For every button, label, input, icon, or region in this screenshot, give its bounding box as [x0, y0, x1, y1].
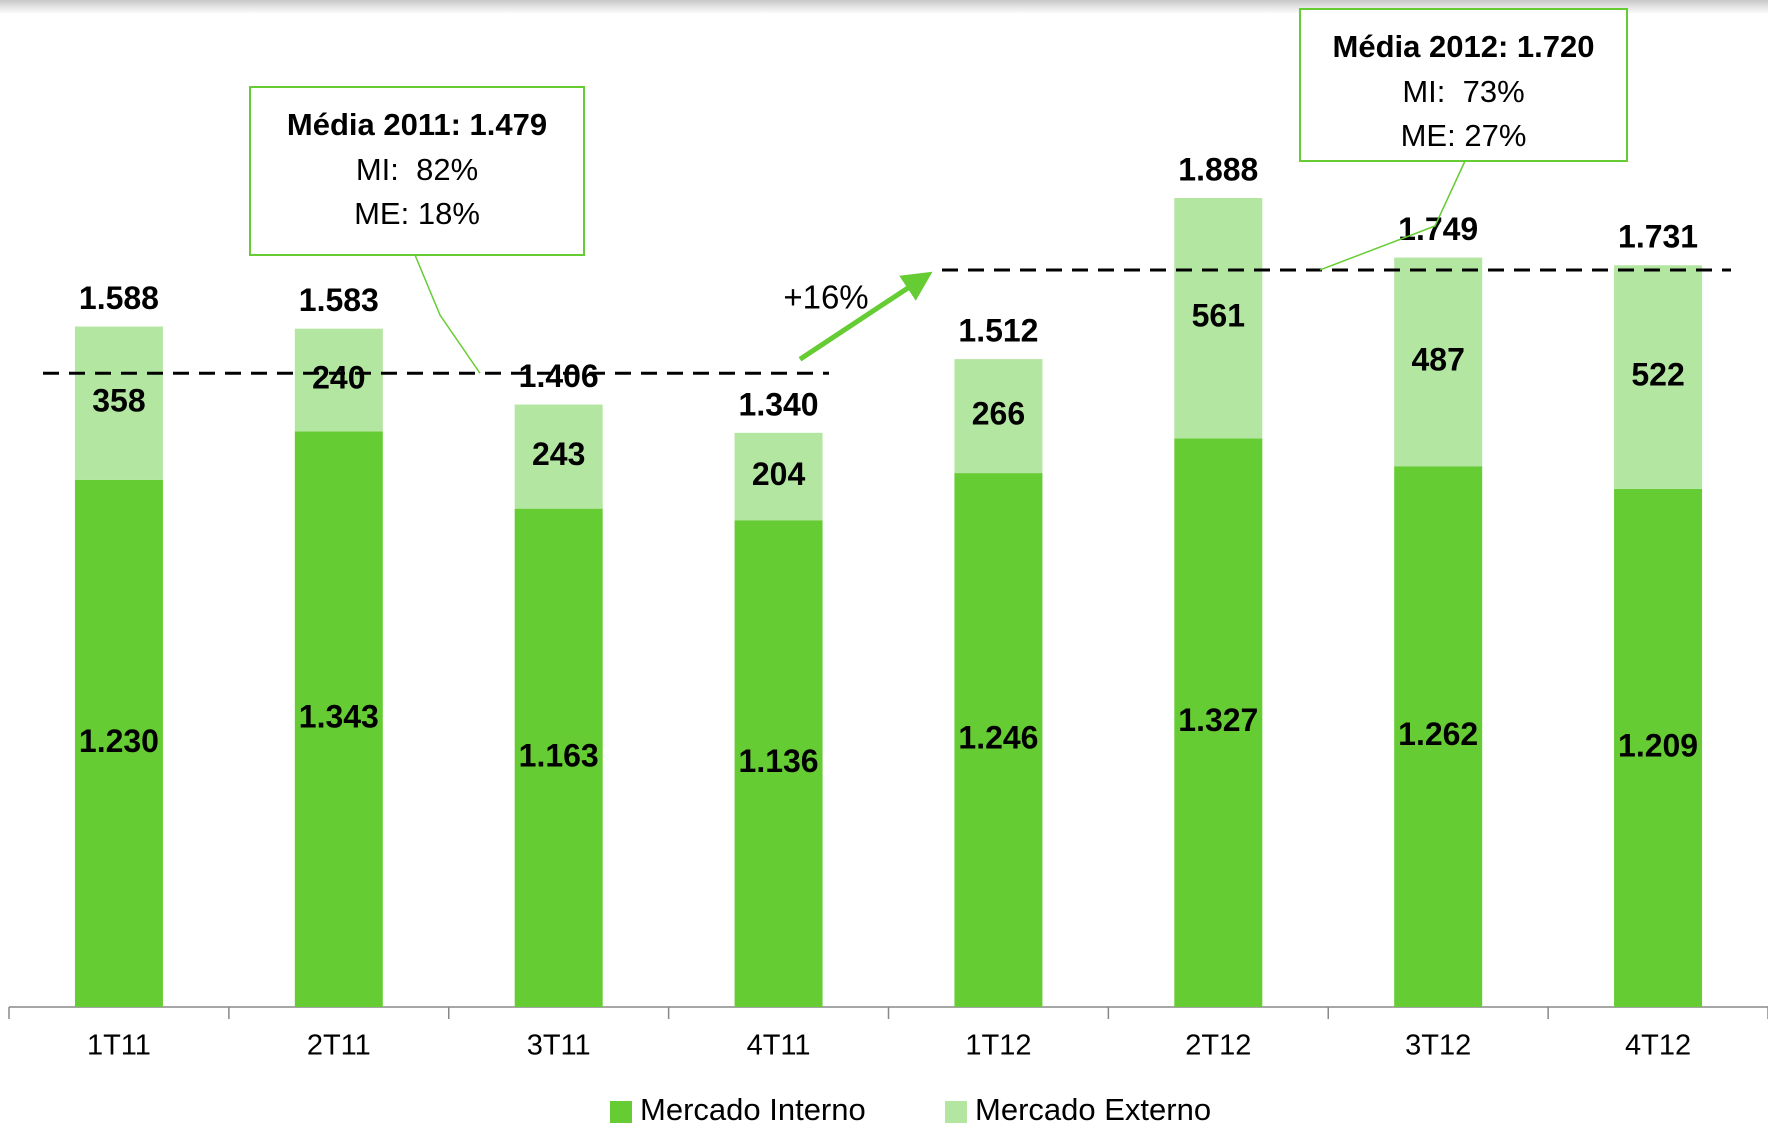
callout-title: Média 2011: 1.479: [287, 107, 547, 142]
bar-segment: [514, 404, 603, 509]
segment-label: 522: [1631, 357, 1684, 393]
legend-label: Mercado Externo: [975, 1092, 1211, 1127]
segment-label: 487: [1411, 341, 1464, 377]
segment-label: 204: [752, 456, 806, 492]
bar-segment: [514, 508, 603, 1007]
segment-label: 1.327: [1178, 702, 1258, 738]
x-tick-label: 3T12: [1405, 1030, 1471, 1062]
callout-connector: [414, 254, 481, 374]
segment-label: 1.163: [519, 737, 599, 773]
legend-label: Mercado Interno: [640, 1092, 866, 1127]
total-label: 1.731: [1618, 219, 1698, 255]
total-label: 1.340: [739, 386, 819, 422]
growth-arrow: [798, 271, 933, 362]
callout-line: MI: 73%: [1402, 74, 1524, 109]
segment-label: 1.230: [79, 723, 159, 759]
bar-segment: [74, 326, 163, 480]
legend-swatch: [610, 1101, 632, 1123]
bar-segment: [734, 520, 823, 1007]
x-tick-label: 4T11: [747, 1030, 811, 1062]
callout-line: ME: 18%: [354, 196, 480, 231]
bar-segment: [294, 328, 383, 432]
bar-segment: [954, 359, 1043, 474]
segment-label: 1.136: [739, 743, 819, 779]
bar-segment: [74, 479, 163, 1007]
bar-segment: [1614, 488, 1703, 1008]
growth-label: +16%: [783, 279, 868, 316]
bar-segment: [1394, 466, 1483, 1007]
segment-label: 266: [972, 396, 1025, 432]
legend-swatch: [945, 1101, 967, 1123]
x-tick-label: 4T12: [1625, 1030, 1691, 1062]
x-tick-label: 2T11: [307, 1030, 371, 1062]
x-tick-label: 2T12: [1185, 1030, 1251, 1062]
segment-label: 1.209: [1618, 727, 1698, 763]
segment-label: 1.343: [299, 699, 379, 735]
x-tick-label: 1T11: [87, 1030, 151, 1062]
total-label: 1.588: [79, 280, 159, 316]
bar-segment: [734, 432, 823, 521]
bar-segment: [1614, 265, 1703, 489]
segment-label: 240: [312, 360, 365, 396]
total-label: 1.512: [958, 313, 1038, 349]
callout-line: MI: 82%: [356, 152, 478, 187]
x-tick-label: 1T12: [965, 1030, 1031, 1062]
callout-line: ME: 27%: [1401, 118, 1527, 153]
segment-label: 358: [92, 383, 145, 419]
bar-segment: [1174, 438, 1263, 1007]
bar-segment: [294, 431, 383, 1007]
segment-label: 243: [532, 436, 585, 472]
segment-label: 1.246: [958, 719, 1038, 755]
x-tick-label: 3T11: [527, 1030, 591, 1062]
total-label: 1.406: [519, 358, 599, 394]
callout-box: [249, 86, 585, 256]
bar-segment: [1394, 257, 1483, 467]
callout-box: [1299, 8, 1628, 162]
segment-label: 561: [1192, 298, 1245, 334]
bar-segment: [1174, 197, 1263, 439]
total-label: 1.583: [299, 282, 379, 318]
total-label: 1.749: [1398, 211, 1478, 247]
segment-label: 1.262: [1398, 716, 1478, 752]
bar-segment: [954, 473, 1043, 1007]
callout-connector: [1319, 160, 1466, 271]
callout-title: Média 2012: 1.720: [1333, 29, 1595, 64]
total-label: 1.888: [1178, 151, 1258, 187]
